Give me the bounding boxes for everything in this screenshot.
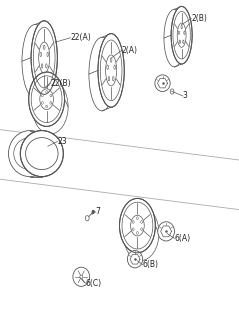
Ellipse shape: [132, 220, 134, 223]
Ellipse shape: [114, 65, 115, 69]
Text: 22(A): 22(A): [71, 33, 91, 42]
Ellipse shape: [110, 58, 112, 62]
Ellipse shape: [107, 65, 109, 69]
Ellipse shape: [9, 131, 51, 177]
Ellipse shape: [136, 217, 138, 220]
Ellipse shape: [46, 105, 48, 108]
Ellipse shape: [171, 6, 192, 64]
Ellipse shape: [132, 228, 134, 231]
Ellipse shape: [40, 89, 54, 109]
Ellipse shape: [141, 220, 142, 223]
Ellipse shape: [43, 45, 45, 50]
Ellipse shape: [46, 64, 47, 68]
Circle shape: [85, 216, 89, 221]
Ellipse shape: [141, 228, 142, 231]
Ellipse shape: [113, 76, 114, 81]
Ellipse shape: [164, 9, 185, 67]
Text: 6(A): 6(A): [174, 234, 190, 243]
Ellipse shape: [39, 42, 50, 73]
Ellipse shape: [46, 91, 48, 93]
Ellipse shape: [41, 64, 43, 68]
Text: 6(B): 6(B): [143, 260, 159, 269]
Ellipse shape: [155, 75, 170, 92]
Text: 23: 23: [57, 137, 67, 146]
Ellipse shape: [181, 25, 182, 29]
Ellipse shape: [123, 206, 159, 260]
Ellipse shape: [108, 76, 110, 81]
Ellipse shape: [130, 215, 144, 236]
Text: 6(C): 6(C): [86, 279, 102, 288]
Ellipse shape: [89, 37, 115, 111]
Ellipse shape: [184, 31, 185, 35]
Ellipse shape: [50, 101, 52, 104]
Ellipse shape: [31, 21, 57, 94]
Text: 2(A): 2(A): [122, 46, 138, 55]
Text: 3: 3: [183, 92, 188, 100]
Ellipse shape: [20, 131, 63, 177]
Text: 2(B): 2(B): [191, 14, 207, 23]
Ellipse shape: [22, 24, 48, 98]
Ellipse shape: [98, 34, 124, 107]
Ellipse shape: [73, 267, 90, 286]
Ellipse shape: [29, 72, 65, 126]
Circle shape: [170, 89, 174, 94]
Ellipse shape: [183, 40, 184, 44]
Ellipse shape: [120, 198, 155, 253]
Ellipse shape: [106, 55, 117, 86]
Ellipse shape: [50, 94, 52, 97]
Ellipse shape: [42, 94, 43, 97]
Ellipse shape: [32, 80, 68, 134]
Ellipse shape: [47, 52, 49, 57]
Ellipse shape: [40, 52, 42, 57]
Ellipse shape: [158, 222, 174, 241]
Ellipse shape: [42, 101, 43, 104]
Ellipse shape: [178, 31, 179, 35]
Ellipse shape: [179, 40, 180, 44]
Text: 7: 7: [96, 207, 100, 216]
Ellipse shape: [177, 23, 186, 47]
Text: 22(B): 22(B): [50, 79, 71, 88]
Ellipse shape: [14, 138, 46, 170]
Circle shape: [92, 211, 94, 213]
Ellipse shape: [136, 232, 138, 234]
Ellipse shape: [127, 251, 143, 268]
